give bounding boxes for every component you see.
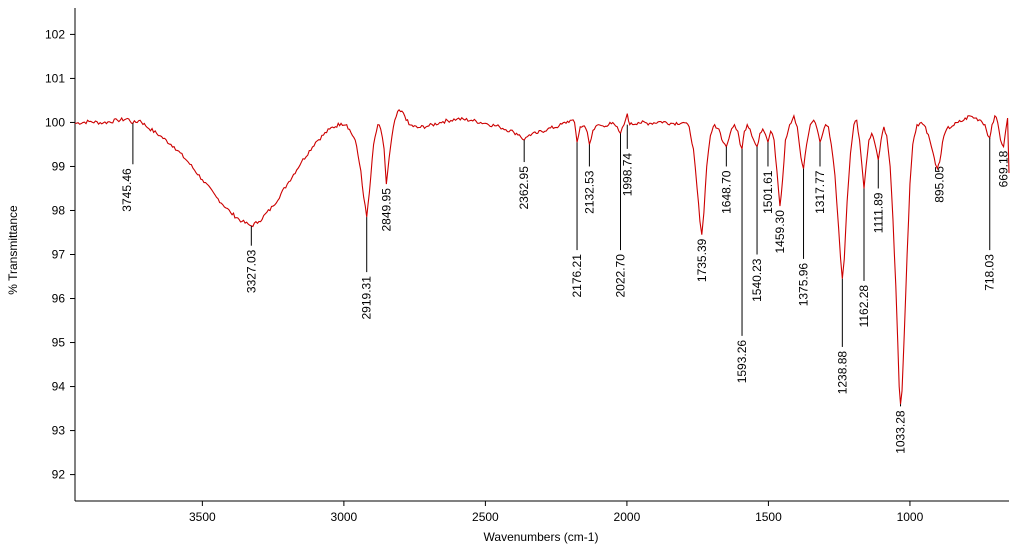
peak-label: 895.05 <box>933 166 947 203</box>
peak-label: 1998.74 <box>620 153 634 197</box>
peak-label: 1540.23 <box>750 258 764 302</box>
peak-label: 3327.03 <box>244 249 258 293</box>
peak-label: 2176.21 <box>570 254 584 298</box>
x-tick-label: 1000 <box>897 510 924 524</box>
peak-label: 1162.28 <box>857 285 871 328</box>
peak-label: 2919.31 <box>360 276 374 320</box>
x-tick-label: 3500 <box>189 510 216 524</box>
y-tick-label: 96 <box>52 292 66 306</box>
y-tick-label: 94 <box>52 380 66 394</box>
x-tick-label: 3000 <box>331 510 358 524</box>
peak-label: 1593.26 <box>735 340 749 384</box>
y-tick-label: 99 <box>52 159 66 173</box>
y-tick-label: 98 <box>52 203 66 217</box>
peak-label: 1033.28 <box>894 410 908 454</box>
x-tick-label: 1500 <box>755 510 782 524</box>
peak-label: 1375.96 <box>797 263 811 307</box>
peak-label: 1735.39 <box>695 238 709 282</box>
x-axis-title: Wavenumbers (cm-1) <box>484 530 599 544</box>
peak-label: 1111.89 <box>871 192 885 233</box>
x-tick-label: 2000 <box>614 510 641 524</box>
peak-label: 669.18 <box>997 150 1011 187</box>
x-tick-label: 2500 <box>472 510 499 524</box>
peak-label: 718.03 <box>983 254 997 291</box>
peak-label: 1648.70 <box>719 170 733 214</box>
peak-label: 1501.61 <box>761 170 775 214</box>
y-tick-label: 102 <box>45 27 65 41</box>
peak-label: 2022.70 <box>614 254 628 298</box>
spectrum-line <box>74 108 1010 405</box>
y-tick-label: 101 <box>45 71 65 85</box>
peak-label: 2362.95 <box>517 166 531 210</box>
peak-label: 2132.53 <box>582 170 596 214</box>
peak-label: 1317.77 <box>813 170 827 214</box>
peak-label: 1459.30 <box>773 210 787 254</box>
peak-label: 3745.46 <box>120 168 134 212</box>
y-tick-label: 93 <box>52 424 66 438</box>
y-tick-label: 92 <box>52 468 66 482</box>
y-tick-label: 95 <box>52 336 66 350</box>
peak-label: 2849.95 <box>379 188 393 232</box>
y-tick-label: 100 <box>45 115 65 129</box>
y-tick-label: 97 <box>52 248 66 262</box>
peak-label: 1238.88 <box>835 351 849 395</box>
y-axis-title: % Transmittance <box>6 205 20 295</box>
